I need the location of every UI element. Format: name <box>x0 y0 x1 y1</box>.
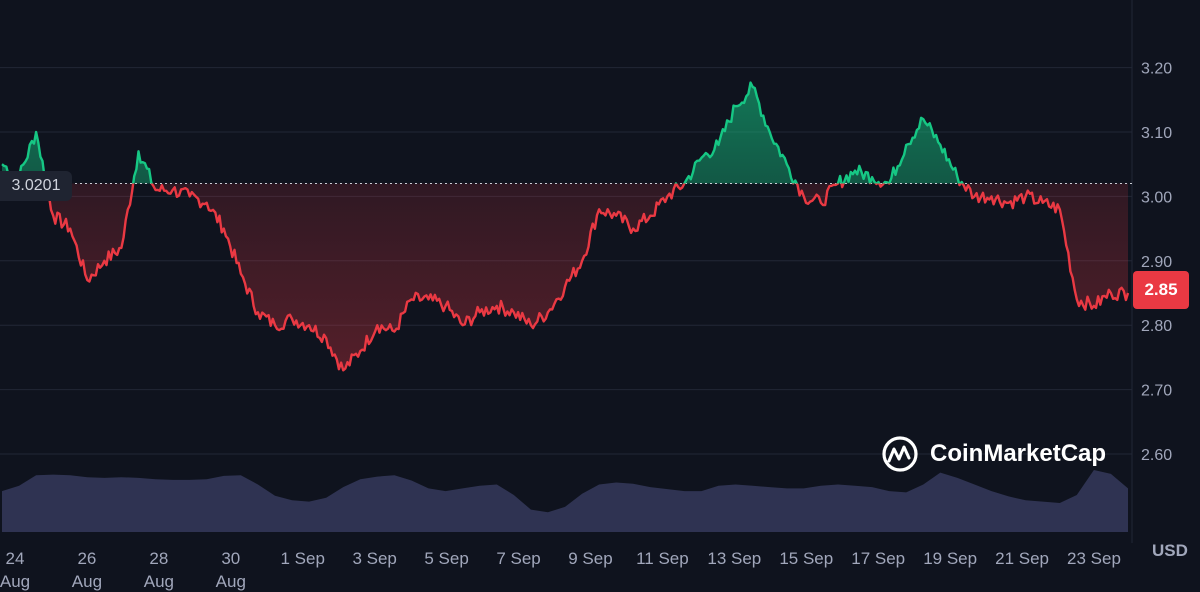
last-price-badge: 2.85 <box>1133 271 1189 309</box>
x-tick-label: 19 Sep <box>923 549 977 568</box>
x-axis: 24 Aug 26 Aug 28 Aug 30 Aug 1 Sep 3 Sep 5 Sep 7 Sep… <box>0 549 1121 591</box>
price-line-down <box>45 183 1130 372</box>
x-tick-label: 30 <box>221 549 240 568</box>
x-tick-label: 17 Sep <box>851 549 905 568</box>
fill-above-reference <box>2 82 963 184</box>
x-tick-label: 9 Sep <box>568 549 612 568</box>
y-tick-label: 2.60 <box>1141 447 1172 464</box>
logo-text: CoinMarketCap <box>930 440 1107 467</box>
x-tick-label: 26 <box>77 549 96 568</box>
y-tick-label: 2.90 <box>1141 254 1172 271</box>
y-tick-label: 3.10 <box>1141 125 1172 142</box>
y-tick-label: 3.00 <box>1141 189 1172 206</box>
x-tick-label: Aug <box>216 572 246 591</box>
x-tick-label: 1 Sep <box>281 549 325 568</box>
price-line <box>1 81 1130 372</box>
x-tick-label: Aug <box>144 572 174 591</box>
price-fill <box>2 82 1128 371</box>
coinmarketcap-logo: CoinMarketCap <box>880 434 1106 474</box>
x-tick-label: 11 Sep <box>636 549 689 568</box>
x-tick-label: 23 Sep <box>1067 549 1121 568</box>
x-tick-label: 13 Sep <box>707 549 761 568</box>
y-tick-label: 2.80 <box>1141 318 1172 335</box>
reference-price-badge: 3.0201 <box>0 171 72 201</box>
price-line-up <box>1 81 964 184</box>
x-tick-label: 28 <box>149 549 168 568</box>
fill-below-reference <box>2 183 1128 371</box>
y-axis: 3.20 3.10 3.00 2.90 2.80 2.70 2.60 <box>1141 61 1172 464</box>
x-tick-label: 24 <box>6 549 25 568</box>
x-tick-label: 3 Sep <box>352 549 396 568</box>
y-tick-label: 2.70 <box>1141 383 1172 400</box>
x-tick-label: Aug <box>72 572 102 591</box>
volume-area <box>2 470 1128 532</box>
coinmarketcap-icon <box>882 436 918 472</box>
volume-area-shape <box>2 470 1128 532</box>
x-tick-label: 7 Sep <box>496 549 540 568</box>
currency-label: USD <box>1152 541 1188 560</box>
y-tick-label: 3.20 <box>1141 61 1172 78</box>
x-tick-label: 5 Sep <box>424 549 468 568</box>
x-tick-label: 15 Sep <box>779 549 833 568</box>
x-tick-label: 21 Sep <box>995 549 1049 568</box>
x-tick-label: Aug <box>0 572 30 591</box>
